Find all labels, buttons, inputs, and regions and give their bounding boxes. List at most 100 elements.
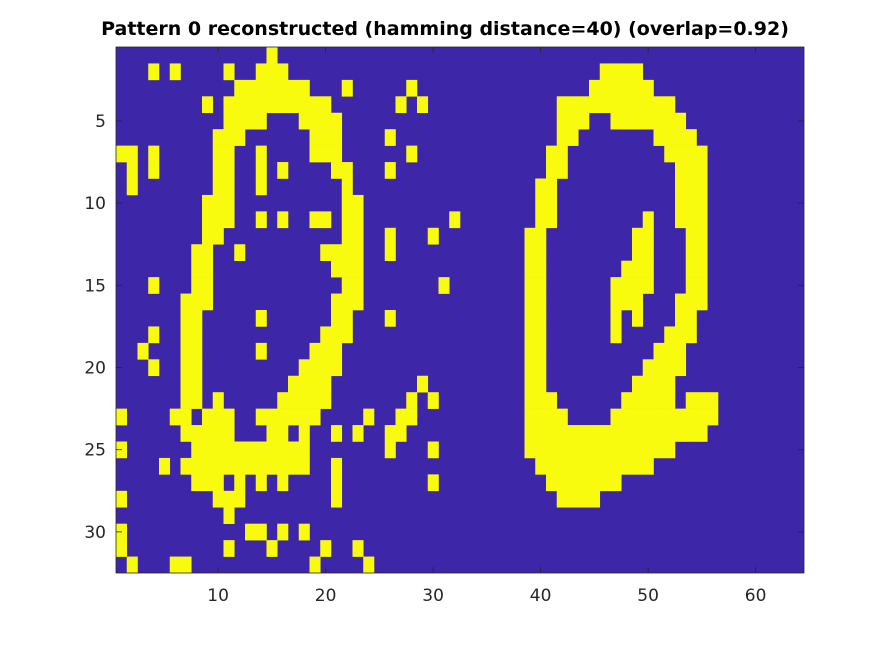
heatmap-cell-on — [212, 162, 224, 179]
heatmap-cell-on — [535, 194, 547, 212]
heatmap-cell-on — [685, 194, 697, 212]
heatmap-cell-on — [621, 441, 633, 459]
heatmap-cell-on — [320, 359, 332, 377]
heatmap-cell-on — [664, 375, 676, 393]
heatmap-cell-on — [567, 425, 579, 442]
heatmap-cell-on — [632, 227, 644, 245]
heatmap-cell-on — [642, 79, 654, 97]
heatmap-cell-on — [320, 244, 332, 261]
heatmap-cell-on — [180, 556, 192, 574]
heatmap-cell-on — [546, 425, 558, 442]
heatmap-cell-on — [116, 145, 128, 163]
heatmap-cell-on — [535, 178, 547, 196]
heatmap-cell-on — [524, 260, 536, 278]
heatmap-cell-on — [298, 457, 310, 475]
heatmap-cell-on — [524, 342, 536, 360]
heatmap-cell-on — [331, 359, 343, 377]
heatmap-cell-on — [664, 441, 676, 459]
heatmap-cell-on — [363, 408, 375, 426]
heatmap-cell-on — [148, 277, 160, 294]
heatmap-cell-on — [234, 474, 246, 492]
heatmap-cell-on — [578, 112, 590, 130]
heatmap-cell-on — [309, 129, 321, 146]
heatmap-cell-on — [309, 359, 321, 377]
heatmap-cell-on — [320, 96, 332, 114]
heatmap-cell-on — [384, 129, 396, 146]
heatmap-cell-on — [567, 96, 579, 114]
heatmap-cell-on — [696, 425, 708, 442]
heatmap-cell-on — [137, 342, 149, 360]
heatmap-cell-on — [277, 63, 289, 81]
heatmap-cell-on — [632, 293, 644, 311]
heatmap-cell-on — [341, 326, 353, 344]
heatmap-cell-on — [685, 293, 697, 311]
heatmap-cell-on — [277, 457, 289, 475]
heatmap-cell-on — [191, 375, 203, 393]
heatmap-cell-on — [664, 425, 676, 442]
heatmap-cell-on — [288, 96, 300, 114]
heatmap-cell-on — [341, 211, 353, 229]
heatmap-cell-on — [578, 490, 590, 508]
heatmap-cell-on — [223, 96, 235, 114]
heatmap-cell-on — [675, 359, 687, 377]
heatmap-cell-on — [610, 79, 622, 97]
heatmap-cell-on — [632, 441, 644, 459]
heatmap-cell-on — [191, 293, 203, 311]
heatmap-cell-on — [223, 425, 235, 442]
heatmap-cell-on — [341, 260, 353, 278]
heatmap-cell-on — [621, 63, 633, 81]
heatmap-cell-on — [255, 342, 267, 360]
heatmap-cell-on — [180, 342, 192, 360]
heatmap-cell-on — [610, 425, 622, 442]
heatmap-cell-on — [352, 293, 364, 311]
heatmap-cell-on — [685, 162, 697, 179]
heatmap-cell-on — [546, 392, 558, 409]
heatmap-cell-on — [449, 211, 461, 229]
heatmap-cell-on — [664, 145, 676, 163]
heatmap-cell-on — [288, 375, 300, 393]
heatmap-cell-on — [223, 178, 235, 196]
heatmap-cell-on — [331, 129, 343, 146]
heatmap-cell-on — [320, 342, 332, 360]
heatmap-cell-on — [546, 162, 558, 179]
heatmap-cell-on — [148, 326, 160, 344]
heatmap-cell-on — [352, 260, 364, 278]
heatmap-cell-on — [202, 425, 214, 442]
heatmap-cell-on — [696, 194, 708, 212]
heatmap-cell-on — [191, 244, 203, 261]
heatmap-cell-on — [556, 425, 568, 442]
heatmap-cell-on — [288, 441, 300, 459]
heatmap-cell-on — [535, 260, 547, 278]
heatmap-cell-on — [255, 162, 267, 179]
heatmap-cell-on — [255, 457, 267, 475]
heatmap-cell-on — [578, 96, 590, 114]
heatmap-cell-on — [556, 145, 568, 163]
heatmap-cell-on — [653, 96, 665, 114]
heatmap-cell-on — [298, 408, 310, 426]
heatmap-cell-on — [309, 375, 321, 393]
heatmap-cell-on — [707, 408, 719, 426]
heatmap-cell-on — [642, 359, 654, 377]
heatmap-cell-on — [309, 211, 321, 229]
heatmap-cell-on — [309, 112, 321, 130]
heatmap-cell-on — [266, 79, 278, 97]
heatmap-cell-on — [223, 408, 235, 426]
heatmap-cell-on — [277, 79, 289, 97]
heatmap-cell-on — [223, 129, 235, 146]
heatmap-cell-on — [352, 244, 364, 261]
heatmap-cell-on — [685, 326, 697, 344]
heatmap-cell-on — [341, 293, 353, 311]
heatmap-cell-on — [567, 129, 579, 146]
heatmap-cell-on — [245, 112, 257, 130]
heatmap-cell-on — [191, 392, 203, 409]
heatmap-cell-on — [180, 375, 192, 393]
heatmap-cell-on — [632, 96, 644, 114]
heatmap-cell-on — [675, 342, 687, 360]
heatmap-cell-on — [556, 490, 568, 508]
heatmap-cell-on — [255, 474, 267, 492]
heatmap-cell-on — [384, 310, 396, 327]
heatmap-cell-on — [320, 145, 332, 163]
heatmap-cell-on — [223, 507, 235, 524]
heatmap-cell-on — [395, 425, 407, 442]
